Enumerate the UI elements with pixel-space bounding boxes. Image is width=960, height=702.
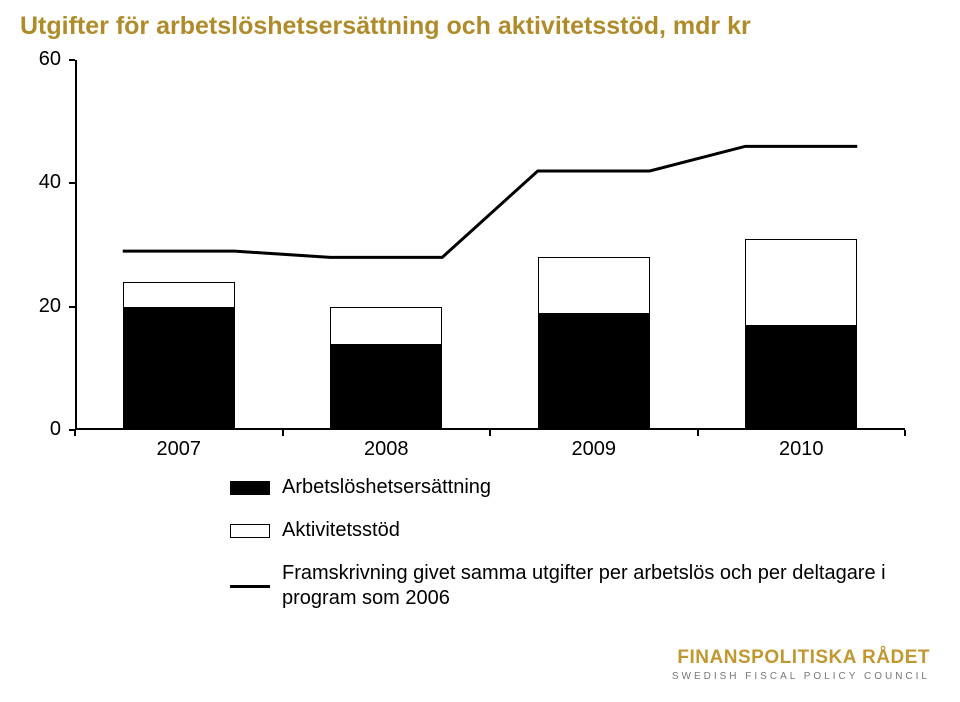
x-tick-mark: [904, 430, 906, 436]
legend-item: Arbetslöshetsersättning: [230, 475, 902, 500]
legend-label: Framskrivning givet samma utgifter per a…: [282, 561, 902, 611]
legend-line-swatch: [230, 585, 270, 588]
legend-label: Aktivitetsstöd: [282, 518, 400, 543]
x-tick-label: 2007: [129, 438, 229, 461]
x-tick-label: 2008: [336, 438, 436, 461]
bar-arbetsloshetsersattning: [123, 307, 235, 430]
x-tick-mark: [697, 430, 699, 436]
x-tick-label: 2010: [751, 438, 851, 461]
chart-legend: Arbetslöshetsersättning Aktivitetsstöd Fra…: [230, 475, 902, 629]
y-tick-mark: [69, 59, 75, 61]
legend-box-swatch: [230, 524, 270, 538]
y-tick-mark: [69, 182, 75, 184]
x-tick-mark: [74, 430, 76, 436]
x-tick-label: 2009: [544, 438, 644, 461]
bar-arbetsloshetsersattning: [330, 344, 442, 430]
bar-arbetsloshetsersattning: [538, 313, 650, 430]
y-tick-label: 60: [21, 48, 61, 71]
y-tick-label: 40: [21, 171, 61, 194]
y-tick-label: 20: [21, 295, 61, 318]
footer-logo-sub: SWEDISH FISCAL POLICY COUNCIL: [672, 671, 930, 682]
y-axis: [75, 60, 77, 430]
bar-arbetsloshetsersattning: [745, 325, 857, 430]
y-tick-label: 0: [21, 418, 61, 441]
legend-item: Aktivitetsstöd: [230, 518, 902, 543]
chart-plot-area: 02040602007200820092010: [75, 60, 905, 430]
chart-title: Utgifter för arbetslöshetsersättning och…: [20, 12, 751, 41]
x-tick-mark: [489, 430, 491, 436]
legend-item: Framskrivning givet samma utgifter per a…: [230, 561, 902, 611]
x-tick-mark: [282, 430, 284, 436]
footer-logo: FINANSPOLITISKA RÅDET SWEDISH FISCAL POL…: [672, 647, 930, 682]
y-tick-mark: [69, 306, 75, 308]
legend-label: Arbetslöshetsersättning: [282, 475, 491, 500]
legend-box-swatch: [230, 481, 270, 495]
footer-logo-main: FINANSPOLITISKA RÅDET: [672, 647, 930, 669]
